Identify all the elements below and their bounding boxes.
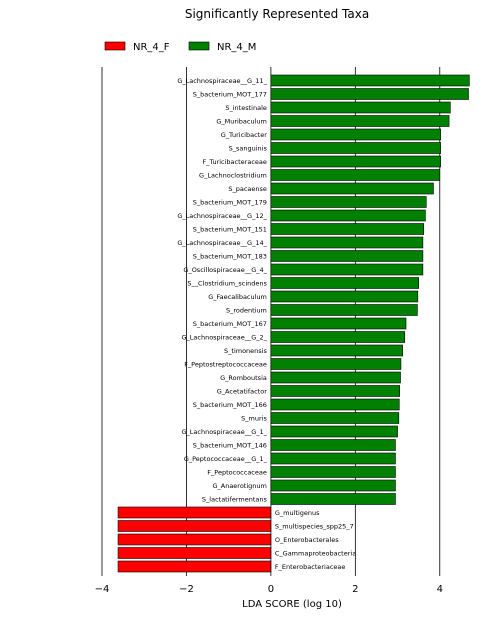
- bar-label-18: S_bacterium_MOT_167: [193, 320, 267, 328]
- bar-26: [270, 425, 398, 438]
- bar-label-21: F_Peptostreptococcaceae: [184, 360, 267, 368]
- bar-0: [270, 74, 470, 87]
- bar-3: [270, 115, 450, 127]
- bar-label-16: G_Faecalibaculum: [208, 293, 267, 301]
- bar-label-31: S_lactatifermentans: [202, 495, 268, 503]
- chart-title: Significantly Represented Taxa: [185, 7, 369, 21]
- bar-28: [270, 452, 396, 465]
- bar-label-24: S_bacterium_MOT_166: [193, 401, 267, 409]
- bar-35: [117, 547, 272, 559]
- bar-label-10: G_Lachnospiraceae__G_12_: [177, 212, 267, 220]
- bar-label-32: G_multigenus: [275, 509, 320, 517]
- bar-2: [270, 101, 451, 114]
- legend-label-nr-4-f: NR_4_F: [133, 42, 170, 53]
- bar-31: [270, 493, 396, 505]
- bar-label-34: O_Enterobacterales: [275, 536, 339, 544]
- legend: NR_4_F NR_4_M: [104, 41, 256, 53]
- x-tick-label-1: −2: [179, 584, 194, 595]
- bar-15: [270, 277, 419, 289]
- bar-label-25: S_muris: [241, 414, 267, 422]
- bar-11: [270, 223, 425, 235]
- bar-7: [270, 169, 441, 181]
- bar-23: [270, 385, 400, 397]
- bar-label-27: S_bacterium_MOT_146: [193, 441, 267, 449]
- bar-label-9: S_bacterium_MOT_179: [193, 198, 267, 206]
- x-tick-label-0: −4: [95, 584, 110, 595]
- legend-swatch-nr-4-f: [104, 41, 126, 51]
- bar-6: [270, 155, 441, 168]
- legend-label-nr-4-m: NR_4_M: [217, 42, 256, 53]
- x-tick-label-2: 0: [268, 584, 274, 595]
- bar-label-7: G_Lachnoclostridium: [199, 171, 267, 179]
- bar-14: [270, 263, 424, 276]
- bar-label-22: G_Romboutsia: [220, 374, 267, 382]
- bar-32: [117, 506, 272, 519]
- x-axis-label: LDA SCORE (log 10): [242, 599, 342, 610]
- bar-4: [270, 128, 441, 141]
- bar-27: [270, 439, 396, 451]
- legend-swatch-nr-4-m: [188, 41, 210, 51]
- bar-label-30: G_Anaerotignum: [212, 482, 266, 490]
- bar-29: [270, 466, 396, 478]
- bar-labels-group: G_Lachnospiraceae__G_11_ S_bacterium_MOT_…: [177, 77, 356, 571]
- bar-label-28: G_Peptococcaceae__G_1_: [184, 455, 268, 463]
- bar-label-2: S_intestinale: [225, 104, 267, 112]
- bar-label-13: S_bacterium_MOT_183: [193, 252, 267, 260]
- bar-label-1: S_bacterium_MOT_177: [193, 90, 267, 98]
- bar-label-5: S_sanguinis: [229, 144, 268, 152]
- bar-8: [270, 182, 434, 195]
- bar-36: [117, 560, 272, 573]
- bar-9: [270, 196, 427, 208]
- bar-label-35: C_Gammaproteobacteria: [275, 549, 356, 557]
- bar-13: [270, 250, 424, 262]
- bar-30: [270, 479, 396, 492]
- bar-label-4: G_Turicibacter: [221, 131, 267, 139]
- bar-33: [117, 520, 272, 532]
- bar-25: [270, 412, 400, 424]
- x-tick-label-4: 4: [437, 584, 443, 595]
- bar-label-26: G_Lachnospiraceae__G_1_: [181, 428, 267, 436]
- bar-5: [270, 142, 441, 154]
- bar-10: [270, 209, 426, 222]
- bar-17: [270, 304, 418, 316]
- bar-label-0: G_Lachnospiraceae__G_11_: [177, 77, 267, 85]
- bar-16: [270, 290, 419, 303]
- bar-label-36: F_Enterobacteriaceae: [275, 563, 346, 571]
- bar-label-19: G_Lachnospiraceae__G_2_: [181, 333, 267, 341]
- x-axis: −4 −2 0 2 4: [95, 572, 443, 595]
- bar-label-11: S_bacterium_MOT_151: [193, 225, 267, 233]
- bar-label-8: S_pacaense: [228, 185, 267, 193]
- bar-22: [270, 371, 401, 384]
- bar-label-14: G_Oscillospiraceae__G_4_: [183, 266, 267, 274]
- bar-label-6: F_Turicibacteraceae: [202, 158, 266, 166]
- bar-label-23: G_Acetatifactor: [217, 387, 267, 395]
- bar-label-3: G_Muribaculum: [216, 117, 267, 125]
- bar-12: [270, 236, 424, 249]
- bar-label-17: S_rodentium: [226, 306, 267, 314]
- bar-20: [270, 344, 403, 357]
- bar-label-33: S_multispecies_spp25_7: [275, 522, 354, 530]
- bar-label-15: S__Clostridium_scindens: [187, 279, 267, 287]
- bar-label-29: F_Peptococcaceae: [207, 468, 267, 476]
- bars-group: [117, 74, 470, 573]
- bar-21: [270, 358, 402, 370]
- bar-24: [270, 398, 400, 411]
- bar-label-20: S_timonensis: [224, 347, 267, 355]
- x-tick-label-3: 2: [352, 584, 358, 595]
- bar-19: [270, 331, 406, 343]
- bar-1: [270, 88, 469, 100]
- bar-34: [117, 533, 272, 546]
- bar-label-12: G_Lachnospiraceae__G_14_: [177, 239, 267, 247]
- bar-18: [270, 317, 407, 330]
